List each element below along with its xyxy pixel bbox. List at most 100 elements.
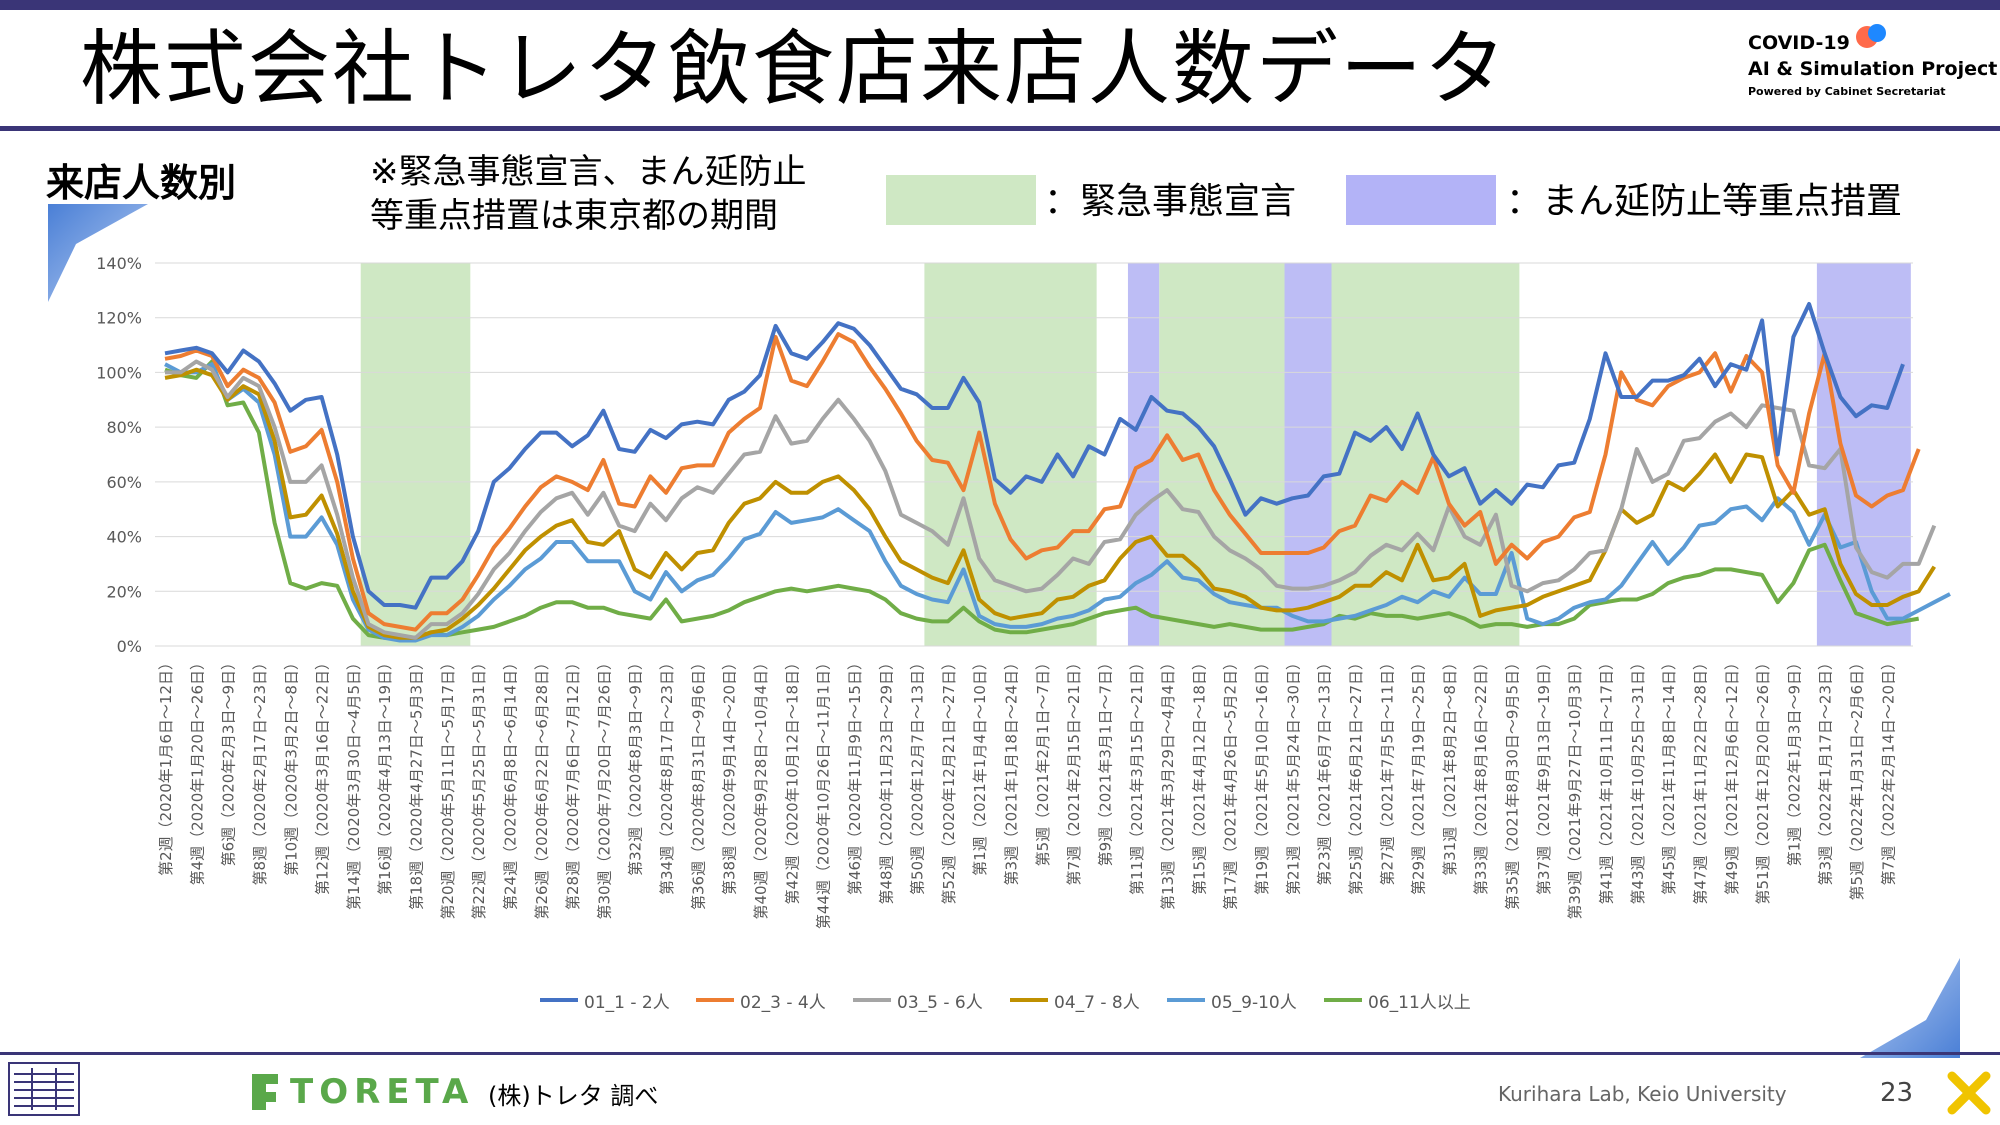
covid-project-logo: COVID-19 AI & Simulation Project Powered… (1748, 24, 1998, 110)
page-title: 株式会社トレタ飲食店来店人数データ (80, 22, 1509, 117)
legend-swatch (853, 998, 891, 1002)
logo-blue-dot (1868, 24, 1886, 42)
x-tick-label: 第7週（2021年2月15日～21日） (1065, 655, 1083, 885)
series-line-3 (165, 359, 1937, 640)
x-tick-label: 第21週（2021年5月24日～30日） (1284, 655, 1302, 895)
legend-swatch (540, 998, 578, 1002)
x-tick-label: 第40週（2020年9月28日～10月4日） (752, 655, 770, 920)
series-line-1 (164, 302, 1905, 610)
x-tick-label: 第1週（2022年1月3日～9日） (1785, 655, 1803, 866)
x-tick-label: 第11週（2021年3月15日～21日） (1128, 655, 1146, 895)
x-tick-label: 第4週（2020年1月20日～26日） (188, 655, 206, 885)
y-tick-label: 40% (106, 528, 142, 547)
legend-label: 06_11人以上 (1368, 993, 1471, 1013)
corner-decoration-bottom-icon (1860, 958, 1960, 1058)
shaded-period-emergency (1331, 263, 1520, 646)
shaded-period-manen (1284, 263, 1332, 646)
x-tick-label: 第42週（2020年10月12日～18日） (783, 655, 801, 905)
x-tick-label: 第6週（2020年2月3日～9日） (220, 655, 238, 866)
series-line-6 (164, 359, 1920, 640)
x-tick-label: 第14週（2020年3月30日～4月5日） (345, 655, 363, 910)
legend-emergency-label: ：緊急事態宣言 (1044, 181, 1297, 222)
legend-manen-swatch (1346, 175, 1496, 225)
legend-label: 03_5 - 6人 (897, 993, 983, 1013)
section-label: 来店人数別 (46, 161, 237, 205)
y-tick-label: 20% (106, 582, 142, 601)
y-tick-label: 140% (96, 254, 142, 273)
x-tick-label: 第26週（2020年6月22日～6月28日） (533, 655, 551, 920)
source-text: (株)トレタ 調べ (488, 1082, 659, 1110)
y-tick-label: 0% (117, 637, 142, 656)
x-tick-label: 第13週（2021年3月29日～4月4日） (1159, 655, 1177, 910)
y-tick-label: 60% (106, 473, 142, 492)
legend-label: 02_3 - 4人 (740, 993, 826, 1013)
x-tick-label: 第10週（2020年3月2日～8日） (282, 655, 300, 876)
x-tick-label: 第37週（2021年9月13日～19日） (1535, 655, 1553, 895)
x-tick-label: 第38週（2020年9月14日～20日） (721, 655, 739, 895)
x-mark-icon (1947, 1071, 1991, 1115)
x-tick-label: 第32週（2020年8月3日～9日） (627, 655, 645, 876)
x-tick-label: 第41週（2021年10月11日～17日） (1598, 655, 1616, 905)
note-line2: 等重点措置は東京都の期間 (370, 196, 778, 236)
x-tick-label: 第8週（2020年2月17日～23日） (251, 655, 269, 885)
x-tick-label: 第52週（2020年12月21日～27日） (940, 655, 958, 905)
x-tick-label: 第27週（2021年7月5日～11日） (1378, 655, 1396, 885)
x-tick-label: 第51週（2021年12月20日～26日） (1754, 655, 1772, 905)
x-tick-label: 第5週（2022年1月31日～2月6日） (1848, 655, 1866, 900)
x-tick-label: 第46週（2020年11月9日～15日） (846, 655, 864, 895)
page-number: 23 (1880, 1078, 1914, 1108)
logo-line3: Powered by Cabinet Secretariat (1748, 85, 1946, 98)
x-tick-label: 第18週（2020年4月27日～5月3日） (408, 655, 426, 910)
x-tick-label: 第19週（2021年5月10日～16日） (1253, 655, 1271, 895)
x-tick-label: 第25週（2021年6月21日～27日） (1347, 655, 1365, 895)
x-tick-label: 第47週（2021年11月22日～28日） (1691, 655, 1709, 905)
x-tick-label: 第2週（2020年1月6日～12日） (157, 655, 175, 876)
note-text: ※緊急事態宣言、まん延防止 等重点措置は東京都の期間 (370, 150, 807, 238)
x-tick-label: 第24週（2020年6月8日～6月14日） (501, 655, 519, 910)
x-tick-label: 第49週（2021年12月6日～12日） (1723, 655, 1741, 895)
x-tick-label: 第22週（2020年5月25日～5月31日） (470, 655, 488, 920)
lab-credit: Kurihara Lab, Keio University (1498, 1082, 1787, 1106)
top-bar (0, 0, 2000, 10)
x-tick-label: 第3週（2022年1月17日～23日） (1817, 655, 1835, 885)
toreta-logo: TORETA (248, 1070, 468, 1114)
legend-label: 04_7 - 8人 (1054, 993, 1140, 1013)
x-tick-label: 第23週（2021年6月7日～13日） (1316, 655, 1334, 885)
x-tick-label: 第36週（2020年8月31日～9月6日） (689, 655, 707, 910)
x-tick-label: 第16週（2020年4月13日～19日） (376, 655, 394, 895)
x-tick-label: 第30週（2020年7月20日～7月26日） (595, 655, 613, 920)
legend-label: 05_9-10人 (1211, 993, 1297, 1013)
series-line-4 (164, 367, 1936, 640)
y-tick-label: 120% (96, 309, 142, 328)
logo-line1: COVID-19 (1748, 32, 1850, 54)
x-tick-label: 第1週（2021年1月4日～10日） (971, 655, 989, 876)
x-tick-label: 第44週（2020年10月26日～11月1日） (815, 655, 833, 929)
x-tick-label: 第31週（2021年8月2日～8日） (1441, 655, 1459, 876)
title-rule (0, 126, 2000, 131)
x-tick-label: 第12週（2020年3月16日～22日） (314, 655, 332, 895)
note-line1: ※緊急事態宣言、まん延防止 (370, 152, 807, 192)
x-tick-label: 第3週（2021年1月18日～24日） (1003, 655, 1021, 885)
corner-decoration-icon (48, 204, 148, 302)
shaded-period-emergency (360, 263, 471, 646)
x-tick-label: 第39週（2021年9月27日～10月3日） (1566, 655, 1584, 920)
toreta-wordmark: TORETA (290, 1072, 475, 1112)
x-tick-label: 第33週（2021年8月16日～22日） (1472, 655, 1490, 895)
x-tick-label: 第17週（2021年4月26日～5月2日） (1222, 655, 1240, 910)
legend-manen-label: ：まん延防止等重点措置 (1506, 181, 1903, 222)
legend-swatch (1324, 998, 1362, 1002)
toreta-mark-icon (252, 1074, 278, 1110)
x-tick-label: 第20週（2020年5月11日～5月17日） (439, 655, 457, 920)
university-logo-icon (8, 1062, 80, 1116)
series-line-5 (164, 362, 1951, 643)
bottom-rule (0, 1052, 2000, 1055)
x-tick-label: 第5週（2021年2月1日～7日） (1034, 655, 1052, 866)
x-tick-label: 第29週（2021年7月19日～25日） (1410, 655, 1428, 895)
legend-emergency-swatch (886, 175, 1036, 225)
shaded-period-emergency (924, 263, 1097, 646)
y-tick-label: 100% (96, 363, 142, 382)
x-tick-label: 第35週（2021年8月30日～9月5日） (1504, 655, 1522, 910)
shaded-period-manen (1816, 263, 1911, 646)
legend-swatch (1167, 998, 1205, 1002)
logo-line2: AI & Simulation Project (1748, 58, 1998, 80)
